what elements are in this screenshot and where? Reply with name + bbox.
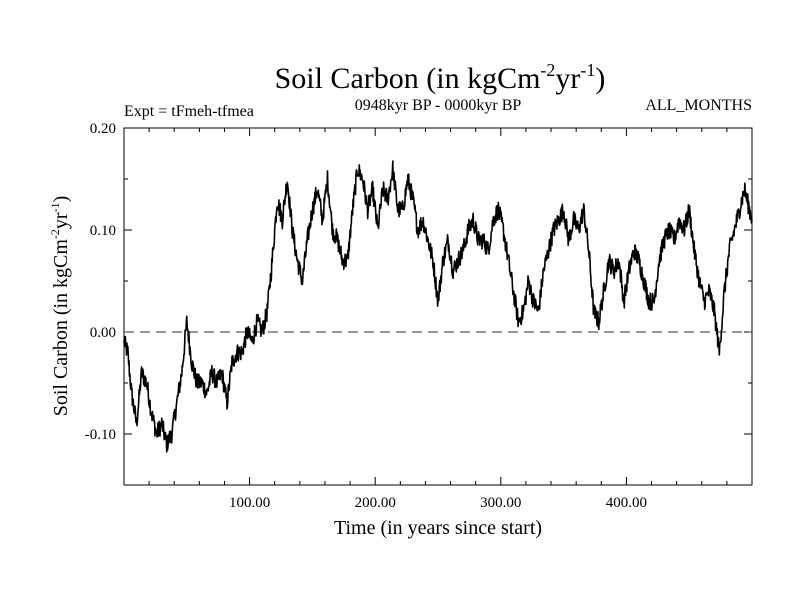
- x-tick-label: 200.00: [355, 495, 396, 511]
- series-line-soil-carbon: [123, 160, 753, 453]
- y-tick-label: 0.00: [90, 325, 116, 341]
- chart-title: Soil Carbon (in kgCm-2yr-1): [275, 60, 606, 95]
- y-axis-label: Soil Carbon (in kgCm-2yr-1): [48, 196, 72, 417]
- y-tick-label: 0.20: [90, 121, 116, 137]
- x-axis-label: Time (in years since start): [334, 517, 542, 539]
- time-range-label: 0948kyr BP - 0000kyr BP: [355, 97, 522, 114]
- experiment-label: Expt = tFmeh-tfmea: [124, 103, 254, 120]
- x-tick-label: 300.00: [480, 495, 521, 511]
- x-tick-label: 400.00: [606, 495, 647, 511]
- months-label: ALL_MONTHS: [645, 97, 752, 114]
- x-tick-label: 100.00: [229, 495, 270, 511]
- y-tick-label: -0.10: [85, 427, 116, 443]
- y-tick-label: 0.10: [90, 223, 116, 239]
- plot-frame: [123, 127, 753, 486]
